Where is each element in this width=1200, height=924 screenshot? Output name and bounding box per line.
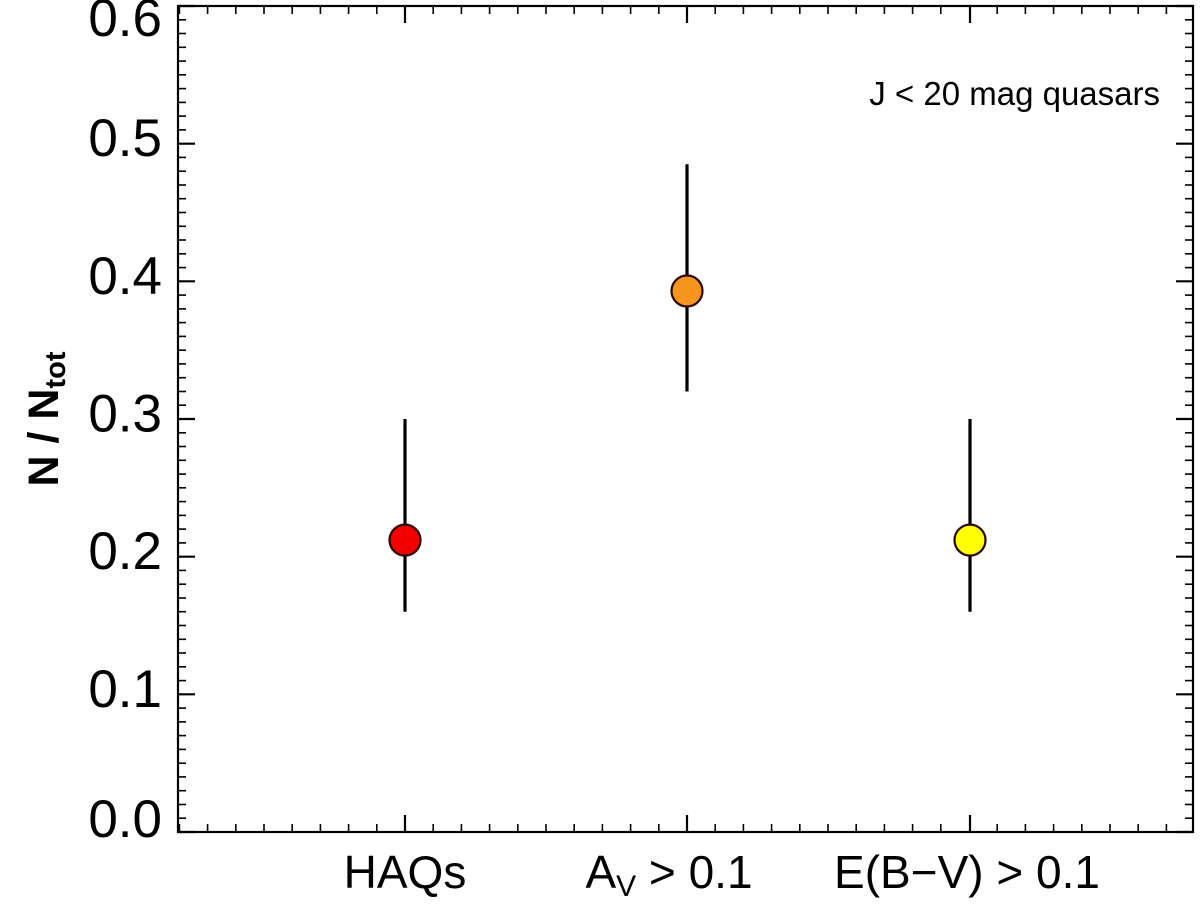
svg-text:0.3: 0.3: [88, 385, 162, 444]
svg-text:J < 20 mag quasars: J < 20 mag quasars: [869, 75, 1160, 112]
svg-text:N / Ntot: N / Ntot: [20, 351, 72, 486]
svg-text:0.1: 0.1: [88, 660, 162, 719]
svg-text:0.4: 0.4: [88, 247, 162, 306]
svg-text:0.0: 0.0: [88, 790, 162, 849]
svg-text:0.6: 0.6: [88, 0, 162, 48]
svg-text:HAQs: HAQs: [344, 846, 467, 898]
svg-text:0.5: 0.5: [88, 109, 162, 168]
svg-text:AV > 0.1: AV > 0.1: [585, 846, 752, 903]
svg-text:0.2: 0.2: [88, 522, 162, 581]
svg-text:E(B−V) > 0.1: E(B−V) > 0.1: [834, 846, 1100, 898]
